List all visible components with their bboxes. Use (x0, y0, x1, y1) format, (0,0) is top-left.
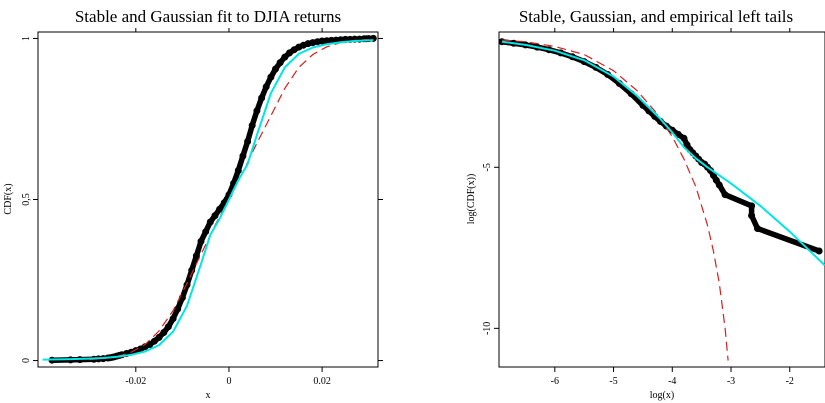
plot-frame (37, 31, 379, 368)
chart-title: Stable, Gaussian, and empirical left tai… (519, 7, 793, 26)
empirical-point (360, 35, 368, 43)
y-tick-label: 1 (21, 36, 32, 41)
empirical-point (216, 205, 224, 213)
empirical-point (362, 35, 370, 43)
x-tick-label: -0.02 (125, 376, 146, 387)
y-axis-label: log(CDF(x)) (466, 174, 477, 225)
empirical-point (258, 94, 266, 102)
empirical-point (267, 73, 275, 81)
empirical-point (160, 329, 168, 336)
chart-cdf-panel: Stable and Gaussian fit to DJIA returns … (3, 7, 383, 401)
empirical-point (234, 167, 242, 174)
empirical-point (674, 130, 682, 138)
x-tick-label: 0.02 (313, 376, 331, 387)
empirical-point (351, 35, 359, 43)
x-tick-label: -2 (786, 376, 794, 387)
stable-fit-line (42, 39, 374, 361)
empirical-point (295, 43, 303, 51)
y-tick-label: 0 (21, 358, 32, 363)
x-axis-label: x (206, 390, 211, 401)
empirical-band (49, 35, 377, 363)
empirical-point (248, 121, 256, 129)
empirical-point (754, 225, 761, 232)
empirical-point (174, 305, 182, 313)
empirical-point (253, 107, 261, 115)
empirical-point (169, 315, 177, 323)
x-tick-label: 0 (226, 376, 231, 387)
empirical-point (721, 191, 729, 199)
empirical-point (304, 40, 312, 48)
stable-fit-line (501, 40, 825, 267)
empirical-point (211, 212, 219, 220)
empirical-point (146, 341, 154, 348)
x-tick-label: -4 (668, 376, 676, 387)
empirical-point (197, 237, 205, 245)
empirical-band (499, 38, 822, 254)
axis-ticks (33, 28, 383, 372)
empirical-point (276, 59, 284, 67)
empirical-point (262, 83, 270, 91)
chart-title: Stable and Gaussian fit to DJIA returns (75, 7, 341, 26)
empirical-point (680, 134, 688, 142)
empirical-point (300, 41, 307, 49)
empirical-point (272, 65, 279, 73)
empirical-point (286, 49, 293, 57)
empirical-point (150, 337, 158, 345)
y-axis-label: CDF(x) (3, 183, 14, 214)
empirical-point (748, 212, 756, 220)
empirical-point (164, 323, 172, 331)
empirical-point (183, 281, 191, 289)
empirical-point (369, 34, 377, 42)
x-axis-label: log(x) (650, 390, 674, 401)
empirical-point (748, 202, 756, 210)
tick-labels: -6 -5 -4 -3 -2 -5 -10 (482, 163, 794, 387)
empirical-point (314, 38, 321, 46)
empirical-point (281, 53, 289, 61)
plot-frame (498, 31, 825, 368)
empirical-point (206, 218, 214, 226)
empirical-point (309, 39, 317, 47)
series-group (499, 38, 825, 361)
empirical-point (192, 252, 200, 260)
x-tick-label: -5 (609, 376, 617, 387)
empirical-point (155, 333, 163, 341)
empirical-point (355, 35, 363, 43)
empirical-point (202, 228, 210, 236)
empirical-point (239, 152, 247, 160)
empirical-point (715, 181, 723, 189)
x-tick-label: -6 (551, 376, 559, 387)
y-tick-label: -5 (482, 163, 493, 171)
empirical-point (365, 35, 373, 43)
chart-tail-panel: Stable, Gaussian, and empirical left tai… (466, 7, 825, 401)
empirical-point (318, 37, 326, 45)
empirical-point (815, 247, 823, 255)
tick-labels: -0.02 0 0.02 0 0,5 1 (21, 36, 331, 387)
series-group (42, 34, 377, 364)
y-tick-label: 0,5 (21, 193, 32, 206)
gaussian-fit-line (501, 39, 729, 361)
x-tick-label: -3 (727, 376, 735, 387)
y-tick-label: -10 (482, 322, 493, 335)
empirical-point (244, 138, 252, 145)
axis-ticks (494, 28, 791, 372)
empirical-point (123, 350, 130, 357)
